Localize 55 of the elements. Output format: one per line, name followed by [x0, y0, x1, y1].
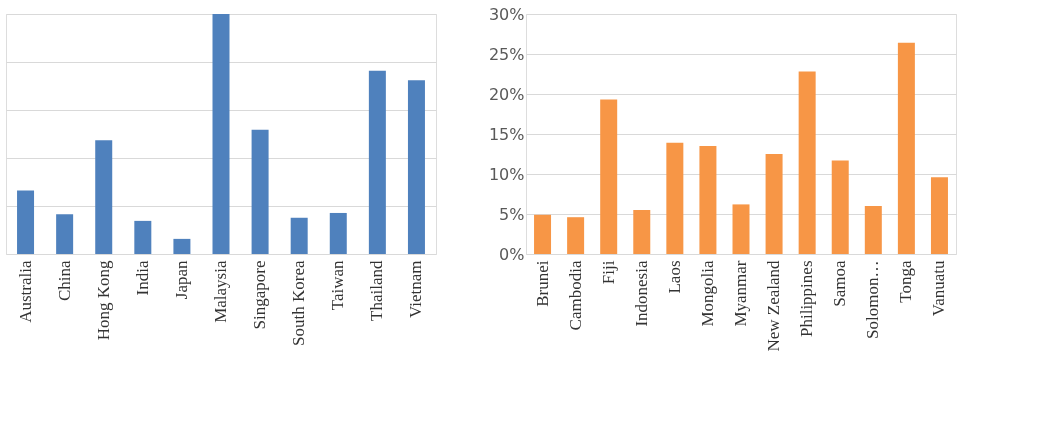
x-tick-label: Samoa [830, 260, 850, 307]
bar [95, 140, 113, 254]
y-tick-label: 20% [488, 84, 525, 104]
x-tick-label: Thailand [367, 260, 387, 321]
y-tick-label: 10% [488, 164, 525, 184]
x-tick-label: Vietnam [406, 260, 426, 319]
bar [56, 214, 74, 254]
x-tick-label: India [132, 260, 152, 296]
x-tick-label: Philippines [797, 260, 817, 338]
x-tick-label: Myanmar [731, 260, 750, 327]
x-tick-label: Tonga [896, 260, 916, 303]
x-tick-label: China [54, 260, 74, 302]
bar [633, 210, 651, 254]
x-tick-label: Solomon… [863, 260, 883, 339]
x-tick-label: Hong Kong [93, 260, 113, 341]
x-tick-label: Laos [664, 260, 684, 294]
bar [699, 146, 717, 254]
x-tick-label: Malaysia [211, 260, 230, 323]
x-tick-label: Australia [15, 260, 35, 323]
x-tick-label: Taiwan [328, 260, 348, 311]
bar [407, 80, 425, 254]
y-tick-label: 25% [488, 44, 525, 64]
bar [798, 71, 816, 254]
y-tick-label: 5% [499, 204, 525, 224]
x-tick-label: New Zealand [764, 260, 784, 352]
x-tick-label: Brunei [532, 260, 552, 307]
bar [864, 206, 882, 254]
x-tick-label: Mongolia [697, 260, 717, 327]
bar [600, 99, 618, 254]
x-tick-label: Cambodia [565, 260, 585, 331]
bar [765, 154, 783, 254]
bar [134, 220, 152, 254]
y-tick-label: 0% [499, 244, 525, 264]
bar [666, 142, 684, 254]
bar [368, 70, 386, 254]
bar [251, 129, 269, 254]
bar [17, 190, 35, 254]
bar [831, 160, 849, 254]
x-tick-label: Singapore [250, 260, 270, 330]
y-tick-label: 30% [488, 4, 525, 24]
x-tick-label: Vanuatu [929, 260, 949, 317]
bar [173, 238, 191, 254]
bar [290, 217, 308, 254]
x-tick-label: Japan [171, 260, 191, 300]
y-tick-label: 15% [488, 124, 525, 144]
x-tick-label: Indonesia [631, 260, 651, 327]
bar [930, 177, 948, 254]
x-tick-label: Fiji [598, 260, 618, 285]
bar [567, 217, 585, 254]
bar [732, 204, 750, 254]
bar [897, 42, 915, 254]
bar [212, 14, 230, 254]
bar [329, 212, 347, 254]
bar [534, 214, 552, 254]
x-tick-label: South Korea [289, 260, 309, 346]
